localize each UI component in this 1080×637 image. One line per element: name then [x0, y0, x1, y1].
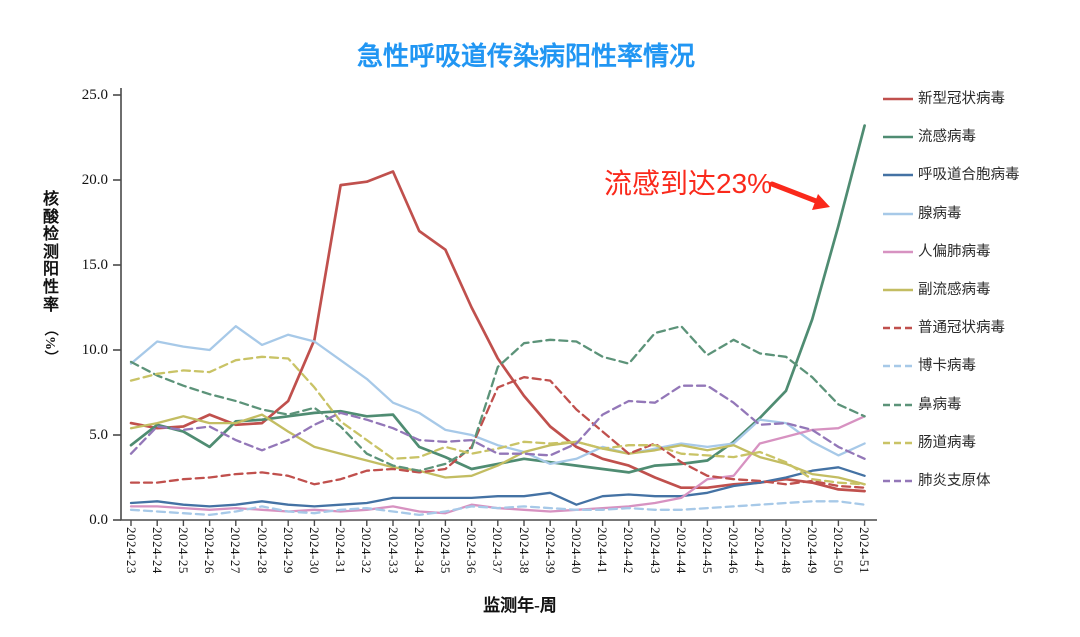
annotation-text: 流感到达23%	[604, 168, 773, 199]
legend-item-博卡病毒: 博卡病毒	[883, 358, 976, 374]
legend-label: 腺病毒	[918, 205, 962, 222]
legend-swatch-icon	[883, 288, 913, 292]
series-line-鼻病毒	[129, 325, 866, 472]
x-tick-label: 2024-32	[359, 527, 375, 574]
y-tick-label: 20.0	[81, 172, 108, 188]
x-tick-label: 2024-44	[673, 527, 689, 574]
legend-swatch-icon	[883, 441, 913, 445]
x-tick-label: 2024-30	[306, 527, 322, 574]
legend-swatch-icon	[883, 174, 913, 177]
series-line-呼吸道合胞病毒	[129, 466, 866, 508]
legend-label: 副流感病毒	[918, 282, 991, 298]
y-axis-title-char: 核	[42, 191, 59, 208]
legend-label: 博卡病毒	[918, 358, 976, 375]
y-tick-label: 5.0	[89, 427, 108, 443]
x-tick-label: 2024-29	[280, 527, 296, 574]
annotation-arrow-shaft	[769, 181, 819, 204]
legend-label: 鼻病毒	[918, 396, 962, 413]
legend-item-副流感病毒: 副流感病毒	[883, 282, 991, 298]
legend-label: 流感病毒	[918, 129, 976, 146]
series-line-腺病毒	[129, 325, 866, 466]
x-tick-label: 2024-48	[778, 527, 794, 574]
legend-item-肺炎支原体: 肺炎支原体	[883, 473, 991, 489]
legend-label: 新型冠状病毒	[918, 91, 1005, 107]
series-line-博卡病毒	[129, 500, 866, 517]
x-tick-label: 2024-24	[149, 527, 165, 574]
y-axis-title-char: 检	[42, 226, 59, 244]
y-tick-label: 10.0	[81, 342, 108, 358]
x-tick-label: 2024-23	[123, 527, 139, 574]
legend-label: 肠道病毒	[918, 434, 976, 451]
legend-swatch-icon	[883, 135, 913, 139]
x-tick-label: 2024-26	[202, 527, 218, 574]
y-axis-title-char: 测	[42, 243, 59, 261]
legend-label: 肺炎支原体	[918, 473, 991, 489]
legend-swatch-icon	[883, 326, 913, 330]
x-tick-label: 2024-50	[830, 527, 846, 574]
y-axis-title-char: 阳	[42, 261, 59, 279]
axis-lines	[120, 88, 877, 521]
x-tick-label: 2024-27	[228, 527, 244, 574]
annotation-arrow-head	[812, 194, 830, 210]
legend-swatch-icon	[883, 479, 913, 483]
legend-swatch-icon	[883, 250, 913, 254]
y-tick-label: 25.0	[81, 87, 108, 103]
legend-swatch-icon	[883, 403, 913, 406]
legend-label: 普通冠状病毒	[918, 320, 1005, 337]
x-tick-label: 2024-34	[411, 527, 427, 574]
x-tick-label: 2024-47	[752, 527, 768, 574]
x-tick-label: 2024-40	[568, 527, 584, 574]
legend-item-新型冠状病毒: 新型冠状病毒	[883, 91, 1005, 107]
legend-item-呼吸道合胞病毒: 呼吸道合胞病毒	[883, 167, 1020, 183]
legend-item-肠道病毒: 肠道病毒	[883, 435, 976, 451]
legend-item-人偏肺病毒: 人偏肺病毒	[883, 244, 991, 260]
x-tick-label: 2024-42	[621, 527, 637, 574]
legend-item-鼻病毒: 鼻病毒	[883, 397, 962, 413]
series-line-流感病毒	[129, 124, 866, 474]
series-line-副流感病毒	[129, 413, 866, 486]
legend-item-腺病毒: 腺病毒	[883, 206, 962, 222]
legend-label: 呼吸道合胞病毒	[918, 167, 1020, 184]
x-tick-label: 2024-33	[385, 527, 401, 574]
legend-swatch-icon	[883, 97, 913, 101]
legend-label: 人偏肺病毒	[918, 243, 991, 260]
x-tick-label: 2024-35	[437, 527, 453, 574]
x-tick-label: 2024-25	[175, 527, 191, 574]
y-axis-title-char: 酸	[42, 208, 59, 226]
legend-swatch-icon	[883, 365, 913, 368]
y-tick-label: 0.0	[89, 512, 108, 528]
x-axis-title: 监测年-周	[483, 596, 557, 615]
y-axis-title-char: 性	[42, 278, 59, 296]
y-axis-title: 核酸检测阳性率（%）	[40, 191, 62, 366]
x-tick-label: 2024-31	[333, 527, 349, 574]
legend-item-普通冠状病毒: 普通冠状病毒	[883, 320, 1005, 336]
x-tick-label: 2024-51	[857, 527, 873, 574]
x-tick-label: 2024-46	[726, 527, 742, 574]
x-tick-label: 2024-37	[490, 527, 506, 574]
legend-item-流感病毒: 流感病毒	[883, 129, 976, 145]
x-tick-label: 2024-45	[699, 527, 715, 574]
series-line-普通冠状病毒	[129, 376, 866, 489]
x-tick-label: 2024-43	[647, 527, 663, 574]
series-line-肠道病毒	[129, 355, 866, 486]
x-tick-label: 2024-41	[595, 527, 611, 574]
x-tick-label: 2024-49	[804, 527, 820, 574]
chart-title: 急性呼吸道传染病阳性率情况	[356, 41, 695, 71]
legend-swatch-icon	[883, 212, 913, 215]
y-axis-title-char: 率	[42, 296, 59, 314]
series-line-肺炎支原体	[129, 384, 866, 460]
x-tick-label: 2024-28	[254, 527, 270, 574]
x-tick-label: 2024-36	[464, 527, 480, 574]
y-tick-label: 15.0	[81, 257, 108, 273]
x-tick-label: 2024-39	[542, 527, 558, 574]
x-tick-label: 2024-38	[516, 527, 532, 574]
